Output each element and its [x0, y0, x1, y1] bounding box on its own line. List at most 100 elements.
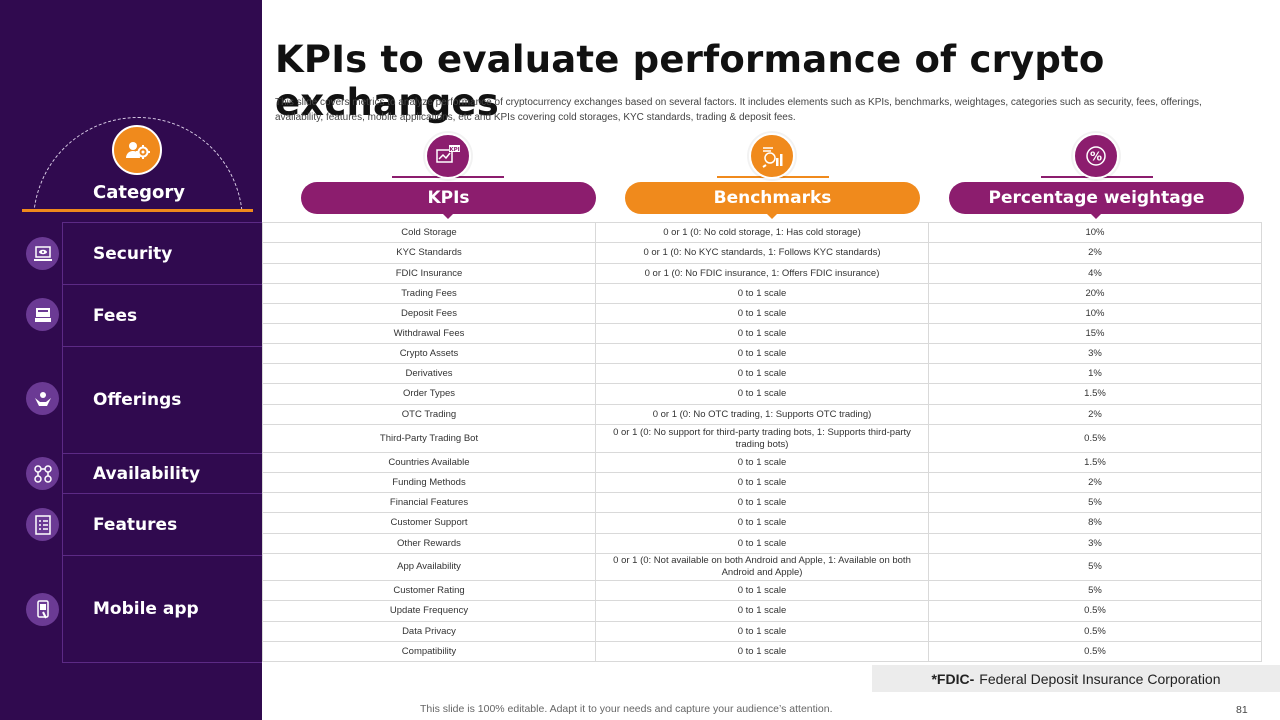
benchmark-cell: 0 to 1 scale — [595, 533, 929, 554]
kpi-cell: App Availability — [262, 553, 596, 581]
table-row: FDIC Insurance 0 or 1 (0: No FDIC insuran… — [262, 263, 1262, 284]
weightage-cell: 1.5% — [928, 383, 1262, 405]
footnote-definition: Federal Deposit Insurance Corporation — [979, 670, 1221, 687]
kpi-cell: Data Privacy — [262, 621, 596, 642]
benchmark-cell: 0 or 1 (0: Not available on both Android… — [595, 553, 929, 581]
svg-text:KPI: KPI — [449, 147, 459, 153]
category-header-icon — [112, 125, 162, 175]
hands-offering-icon — [26, 382, 59, 415]
kpi-cell: Cold Storage — [262, 222, 596, 243]
benchmark-cell: 0 to 1 scale — [595, 283, 929, 304]
mobile-phone-icon — [26, 593, 59, 626]
category-underline — [22, 209, 253, 212]
weightage-cell: 15% — [928, 323, 1262, 344]
category-label: Availability — [93, 463, 201, 484]
weightage-cell: 3% — [928, 533, 1262, 554]
benchmark-cell: 0 to 1 scale — [595, 383, 929, 405]
column-header-benchmarks: Benchmarks — [625, 182, 920, 214]
benchmark-cell: 0 to 1 scale — [595, 472, 929, 493]
kpi-cell: Withdrawal Fees — [262, 323, 596, 344]
kpi-cell: Crypto Assets — [262, 343, 596, 364]
kpi-cell: Compatibility — [262, 641, 596, 662]
kpi-cell: Trading Fees — [262, 283, 596, 304]
weightage-cell: 20% — [928, 283, 1262, 304]
table-row: Other Rewards 0 to 1 scale 3% — [262, 533, 1262, 554]
benchmark-cell: 0 to 1 scale — [595, 452, 929, 473]
footnote-term: *FDIC- — [931, 670, 975, 687]
category-label: Fees — [93, 305, 138, 326]
kpi-cell: Order Types — [262, 383, 596, 405]
kpi-table: Cold Storage 0 or 1 (0: No cold storage, … — [262, 222, 1262, 662]
category-header-label: Category — [93, 182, 186, 203]
page-number: 81 — [1236, 704, 1248, 716]
weightage-cell: 2% — [928, 404, 1262, 425]
weightage-cell: 0.5% — [928, 600, 1262, 622]
weightage-cell: 0.5% — [928, 424, 1262, 453]
kpi-cell: Countries Available — [262, 452, 596, 473]
cash-register-icon — [26, 298, 59, 331]
weightage-cell: 2% — [928, 472, 1262, 493]
column-header-kpis: KPIs — [301, 182, 596, 214]
kpi-cell: Funding Methods — [262, 472, 596, 493]
benchmark-analytics-icon — [749, 133, 795, 179]
weightage-cell: 4% — [928, 263, 1262, 284]
benchmark-cell: 0 to 1 scale — [595, 363, 929, 384]
benchmark-cell: 0 to 1 scale — [595, 600, 929, 622]
kpi-cell: Deposit Fees — [262, 303, 596, 324]
kpi-cell: Other Rewards — [262, 533, 596, 554]
editable-note: This slide is 100% editable. Adapt it to… — [420, 703, 833, 715]
table-row: Compatibility 0 to 1 scale 0.5% — [262, 641, 1262, 662]
table-row: Derivatives 0 to 1 scale 1% — [262, 363, 1262, 384]
weightage-cell: 1% — [928, 363, 1262, 384]
benchmark-cell: 0 to 1 scale — [595, 303, 929, 324]
svg-text:%: % — [1090, 150, 1102, 164]
table-row: Crypto Assets 0 to 1 scale 3% — [262, 343, 1262, 364]
weightage-cell: 2% — [928, 242, 1262, 264]
benchmark-cell: 0 or 1 (0: No FDIC insurance, 1: Offers … — [595, 263, 929, 284]
benchmark-cell: 0 or 1 (0: No OTC trading, 1: Supports O… — [595, 404, 929, 425]
table-row: Cold Storage 0 or 1 (0: No cold storage, … — [262, 222, 1262, 243]
table-row: App Availability 0 or 1 (0: Not available… — [262, 553, 1262, 581]
kpi-cell: FDIC Insurance — [262, 263, 596, 284]
table-row: Data Privacy 0 to 1 scale 0.5% — [262, 621, 1262, 642]
table-row: Funding Methods 0 to 1 scale 2% — [262, 472, 1262, 493]
kpi-cell: KYC Standards — [262, 242, 596, 264]
category-label: Offerings — [93, 390, 182, 410]
weightage-cell: 8% — [928, 512, 1262, 534]
table-row: Financial Features 0 to 1 scale 5% — [262, 492, 1262, 513]
benchmark-cell: 0 to 1 scale — [595, 512, 929, 534]
category-label: Features — [93, 514, 178, 535]
category-label: Mobile app — [93, 599, 199, 619]
benchmark-cell: 0 to 1 scale — [595, 323, 929, 344]
weightage-cell: 0.5% — [928, 641, 1262, 662]
page-title: KPIs to evaluate performance of crypto e… — [275, 38, 1105, 124]
weightage-cell: 5% — [928, 553, 1262, 581]
benchmark-cell: 0 to 1 scale — [595, 343, 929, 364]
network-nodes-icon — [26, 457, 59, 490]
weightage-cell: 0.5% — [928, 621, 1262, 642]
kpi-cell: Customer Support — [262, 512, 596, 534]
benchmark-cell: 0 or 1 (0: No KYC standards, 1: Follows … — [595, 242, 929, 264]
kpi-cell: Third-Party Trading Bot — [262, 424, 596, 453]
kpi-table-body: Cold Storage 0 or 1 (0: No cold storage, … — [262, 222, 1262, 662]
weightage-cell: 10% — [928, 303, 1262, 324]
fdic-footnote: *FDIC- Federal Deposit Insurance Corpora… — [872, 665, 1280, 692]
weightage-cell: 5% — [928, 580, 1262, 601]
checklist-icon — [26, 508, 59, 541]
table-row: Update Frequency 0 to 1 scale 0.5% — [262, 600, 1262, 622]
percentage-icon: % — [1073, 133, 1119, 179]
kpi-cell: Customer Rating — [262, 580, 596, 601]
page-subtitle: This slide covers metrics to analyze per… — [275, 97, 1202, 123]
kpi-cell: Derivatives — [262, 363, 596, 384]
weightage-cell: 5% — [928, 492, 1262, 513]
weightage-cell: 10% — [928, 222, 1262, 243]
benchmark-cell: 0 or 1 (0: No support for third-party tr… — [595, 424, 929, 453]
category-row-availability: Availability — [62, 453, 262, 493]
weightage-cell: 1.5% — [928, 452, 1262, 473]
category-sidebar: Category Security Fees Offerings Availab… — [0, 0, 262, 720]
category-row-security: Security — [62, 222, 262, 284]
table-row: OTC Trading 0 or 1 (0: No OTC trading, 1:… — [262, 404, 1262, 425]
gear-person-icon — [126, 142, 150, 159]
benchmark-cell: 0 or 1 (0: No cold storage, 1: Has cold … — [595, 222, 929, 243]
table-row: Customer Support 0 to 1 scale 8% — [262, 512, 1262, 534]
